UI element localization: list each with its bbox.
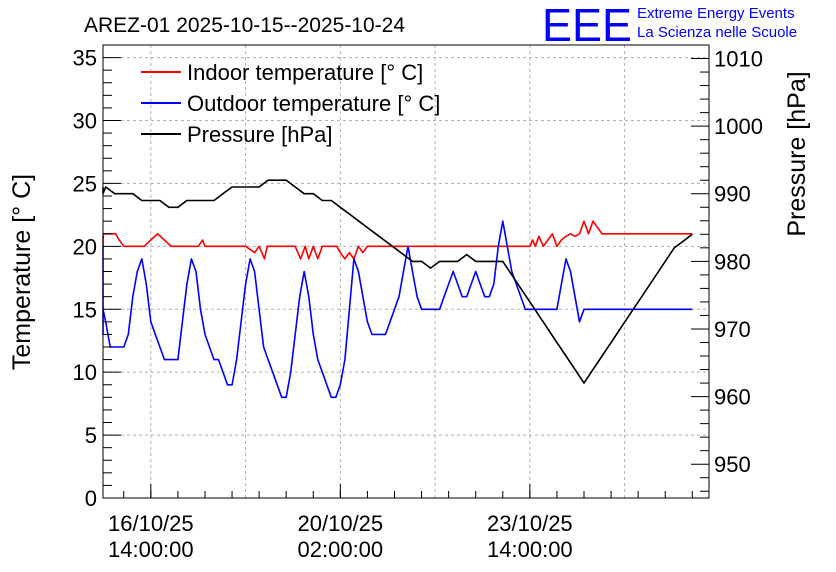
- y-tick-label: 5: [85, 423, 97, 448]
- y-axis-label: Temperature [° C]: [8, 174, 36, 370]
- y2-tick-label: 970: [714, 317, 751, 342]
- y-tick-label: 15: [73, 297, 97, 322]
- y2-tick-label: 990: [714, 182, 751, 207]
- x-tick-label-time: 14:00:00: [487, 537, 573, 562]
- eee-logo-text: EEE: [542, 0, 632, 46]
- org-name: Extreme Energy Events La Scienza nelle S…: [637, 4, 797, 42]
- y-tick-label: 25: [73, 171, 97, 196]
- eee-logo: EEE: [542, 0, 632, 46]
- series-layer: [102, 179, 693, 399]
- legend-label-pressure: Pressure [hPa]: [187, 122, 333, 147]
- y-tick-label: 20: [73, 234, 97, 259]
- x-tick-label-time: 14:00:00: [108, 537, 194, 562]
- series-outdoor-temperature: [102, 220, 693, 399]
- x-tick-label-date: 16/10/25: [108, 511, 194, 536]
- y2-tick-label: 950: [714, 452, 751, 477]
- x-tick-label-time: 02:00:00: [298, 537, 384, 562]
- org-name-line2: La Scienza nelle Scuole: [637, 24, 798, 41]
- series-pressure: [102, 179, 693, 384]
- y2-axis-label: Pressure [hPa]: [783, 71, 811, 236]
- y-tick-label: 10: [73, 360, 97, 385]
- series-indoor-temperature: [102, 220, 693, 260]
- org-name-line1: Extreme Energy Events: [637, 5, 795, 22]
- y2-tick-label: 960: [714, 385, 751, 410]
- x-tick-label-date: 20/10/25: [298, 511, 384, 536]
- y-tick-label: 35: [73, 46, 97, 71]
- y2-tick-label: 1000: [714, 114, 763, 139]
- plot-frame: [102, 44, 710, 499]
- legend: Indoor temperature [° C] Outdoor tempera…: [141, 60, 440, 147]
- y2-tick-label: 1010: [714, 47, 763, 72]
- legend-label-outdoor: Outdoor temperature [° C]: [187, 91, 440, 116]
- y-tick-label: 0: [85, 486, 97, 511]
- legend-label-indoor: Indoor temperature [° C]: [187, 60, 423, 85]
- x-tick-label-date: 23/10/25: [487, 511, 573, 536]
- tick-marks: 16/10/2514:00:0020/10/2502:00:0023/10/25…: [73, 46, 763, 562]
- y-tick-label: 30: [73, 109, 97, 134]
- y2-tick-label: 980: [714, 249, 751, 274]
- chart-title: AREZ-01 2025-10-15--2025-10-24: [84, 14, 405, 37]
